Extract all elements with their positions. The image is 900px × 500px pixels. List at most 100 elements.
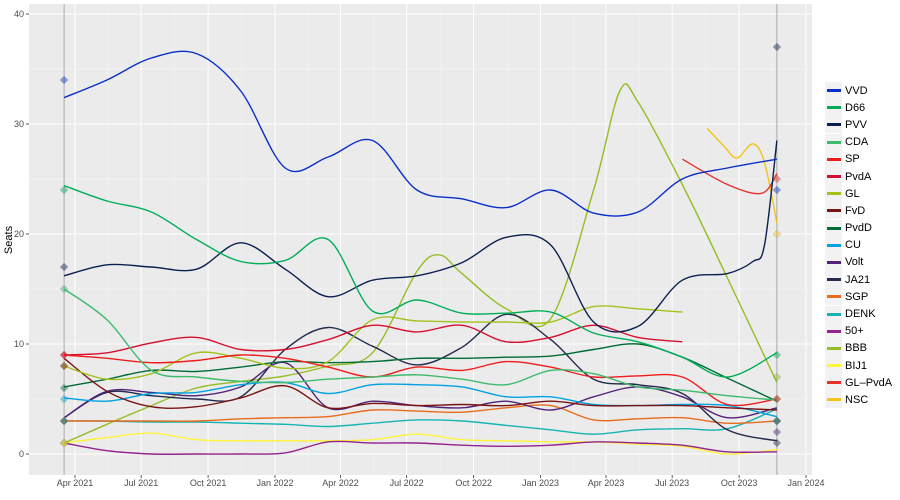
legend-key: [825, 339, 842, 357]
legend-item: GL: [825, 185, 895, 203]
x-tick-label: Apr 2022: [322, 478, 359, 488]
series-line-gl-pvda: [682, 158, 778, 195]
result-marker: [59, 383, 69, 393]
series-line-cda: [63, 288, 777, 401]
series-line-nsc: [706, 127, 778, 224]
result-marker: [59, 361, 69, 371]
result-marker: [772, 438, 782, 448]
legend-label: NSC: [845, 393, 869, 406]
legend-label: Volt: [845, 256, 864, 269]
legend-key: [825, 82, 842, 100]
legend-item: PvdD: [825, 219, 895, 237]
legend-label: BIJ1: [845, 359, 868, 372]
result-marker: [59, 416, 69, 426]
legend-item: CDA: [825, 133, 895, 151]
legend-swatch: [826, 89, 841, 93]
legend-item: GL–PvdA: [825, 374, 895, 392]
legend-label: CDA: [845, 136, 869, 149]
legend-swatch: [826, 346, 841, 350]
legend-swatch: [826, 140, 841, 144]
series-line-pvv: [63, 140, 778, 333]
y-axis-label: Seats: [3, 225, 15, 254]
legend-key: [825, 133, 842, 151]
legend-key: [825, 357, 842, 375]
legend-swatch: [826, 364, 841, 368]
result-marker: [772, 174, 782, 184]
legend-key: [825, 150, 842, 168]
legend-swatch: [826, 209, 841, 213]
series-line-50-: [63, 440, 777, 455]
legend-label: GL: [845, 187, 860, 200]
legend-key: [825, 202, 842, 220]
legend-key: [825, 219, 842, 237]
result-marker: [59, 284, 69, 294]
legend-item: BBB: [825, 339, 895, 357]
legend-swatch: [826, 243, 841, 247]
legend-label: 50+: [845, 325, 864, 338]
y-tick-label: 30: [14, 119, 24, 129]
legend-label: CU: [845, 239, 861, 252]
x-tick-label: Jan 2022: [257, 478, 294, 488]
legend: VVD D66 PVV CDA SP PvdA GL FvD PvdD CU Volt JA21 SGP…: [825, 82, 895, 409]
legend-key: [825, 99, 842, 117]
legend-swatch: [826, 295, 841, 299]
legend-swatch: [826, 226, 841, 230]
legend-label: PVV: [845, 118, 868, 131]
result-marker: [772, 394, 782, 404]
result-marker: [772, 372, 782, 382]
legend-item: 50+: [825, 322, 895, 340]
legend-label: DENK: [845, 308, 876, 321]
axes: 0 10 20 30 40 Apr 2021 Jul 2021 Oct 2021 Jan 202…: [14, 9, 825, 488]
x-tick-label: Jul 2023: [655, 478, 689, 488]
result-markers: [59, 42, 782, 448]
legend-label: VVD: [845, 84, 868, 97]
legend-swatch: [826, 260, 841, 264]
legend-label: GL–PvdA: [845, 376, 893, 389]
legend-key: [825, 322, 842, 340]
result-marker: [59, 438, 69, 448]
legend-item: D66: [825, 99, 895, 117]
legend-swatch: [826, 278, 841, 282]
legend-item: JA21: [825, 271, 895, 289]
legend-item: NSC: [825, 391, 895, 409]
result-marker: [59, 394, 69, 404]
result-marker: [59, 438, 69, 448]
legend-key: [825, 305, 842, 323]
x-tick-label: Jul 2022: [390, 478, 424, 488]
x-tick-label: Apr 2021: [57, 478, 94, 488]
series-line-fvd: [63, 357, 777, 411]
series-line-sgp: [64, 404, 777, 424]
legend-item: DENK: [825, 305, 895, 323]
legend-swatch: [826, 157, 841, 161]
legend-label: FvD: [845, 204, 866, 217]
result-marker: [772, 185, 782, 195]
legend-item: VVD: [825, 82, 895, 100]
result-marker: [59, 416, 69, 426]
x-tick-label: Apr 2023: [588, 478, 625, 488]
series-line-ja21: [63, 313, 778, 442]
result-marker: [59, 416, 69, 426]
legend-swatch: [826, 329, 841, 333]
y-tick-label: 20: [14, 229, 24, 239]
legend-key: [825, 168, 842, 186]
result-marker: [59, 350, 69, 360]
series-line-denk: [64, 408, 778, 435]
legend-item: PVV: [825, 116, 895, 134]
legend-item: BIJ1: [825, 357, 895, 375]
legend-item: FvD: [825, 202, 895, 220]
series-line-gl: [63, 305, 683, 381]
legend-label: SGP: [845, 290, 869, 303]
legend-item: CU: [825, 236, 895, 254]
series-line-bij1: [64, 432, 777, 455]
series-line-bbb: [63, 83, 778, 444]
legend-label: SP: [845, 153, 860, 166]
series-lines: [63, 50, 778, 455]
y-tick-label: 40: [14, 9, 24, 19]
x-tick-label: Jul 2021: [124, 478, 158, 488]
y-tick-label: 0: [19, 449, 24, 459]
legend-swatch: [826, 398, 841, 402]
legend-item: PvdA: [825, 168, 895, 186]
legend-key: [825, 185, 842, 203]
legend-swatch: [826, 312, 841, 316]
